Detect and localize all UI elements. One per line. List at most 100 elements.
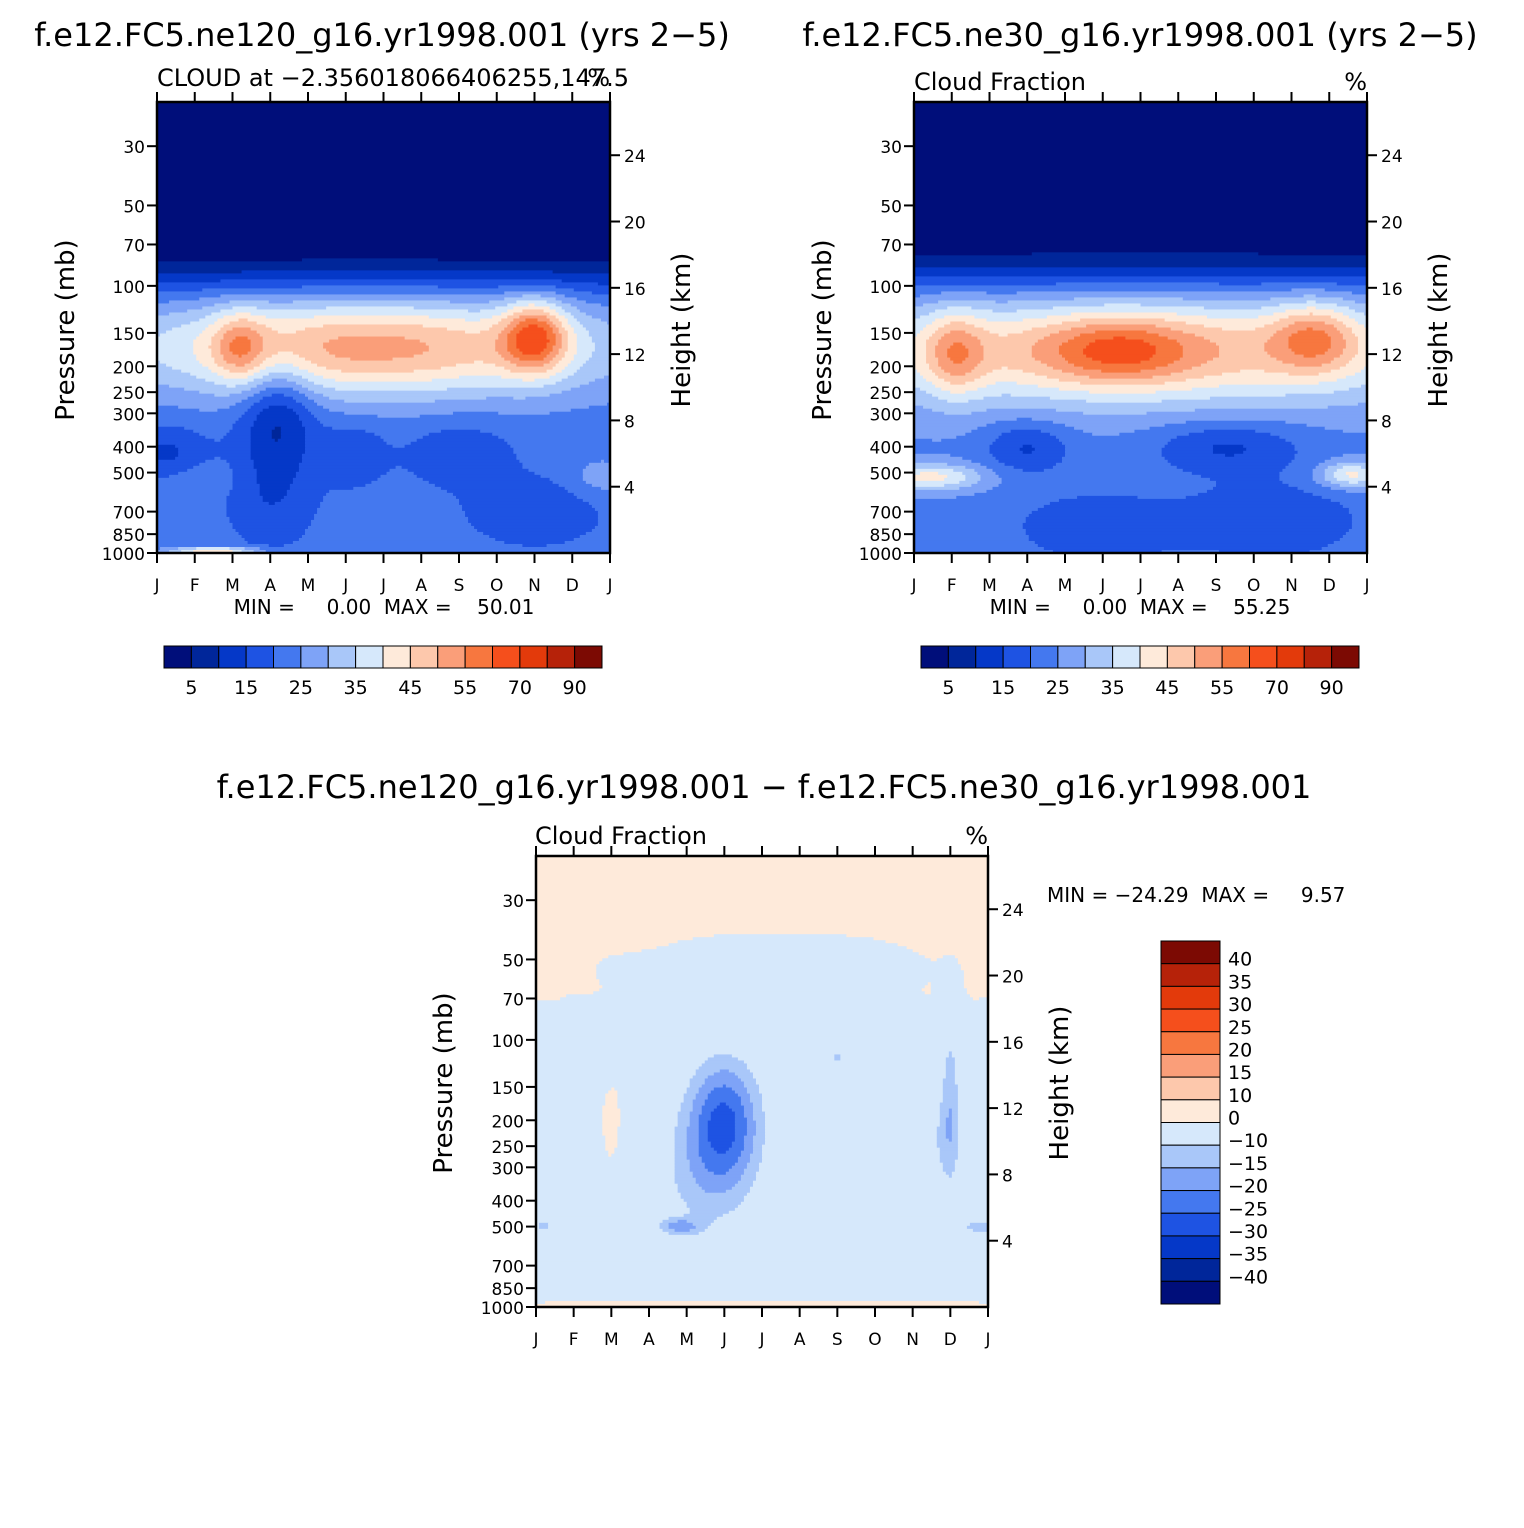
p1-contour-cell: [338, 336, 406, 341]
p3-contour-cell: [948, 1108, 953, 1113]
p1-contour-cell: [516, 300, 548, 305]
p1-contour-cell: [564, 315, 575, 320]
p1-contour-cell: [298, 366, 327, 371]
p3-contour-cell: [951, 1138, 959, 1143]
p1-contour-cell: [226, 330, 258, 335]
p2-contour-cell: [1351, 330, 1367, 335]
p2-contour-cell: [1270, 297, 1344, 302]
p3-contour-cell: [617, 1090, 688, 1095]
p1-contour-cell: [226, 501, 270, 506]
p3-contour-cell: [698, 1183, 736, 1188]
p3-contour-cell: [686, 1129, 700, 1134]
p1-contour-cell: [597, 510, 610, 515]
p2-contour-cell: [1052, 465, 1178, 470]
p3-contour-cell: [716, 1150, 727, 1155]
p2-contour-cell: [1276, 357, 1335, 362]
p3-colorbar-label: 15: [1228, 1062, 1252, 1084]
p2-contour-cell: [1092, 357, 1151, 362]
p3-contour-cell: [954, 1072, 988, 1077]
p1-contour-cell: [250, 312, 502, 317]
p2-contour-cell: [914, 453, 951, 458]
p1-contour-cell: [594, 378, 610, 383]
p3-contour-cell: [683, 1096, 697, 1101]
p1-contour-cell: [262, 336, 339, 341]
p2-contour-cell: [1083, 348, 1157, 353]
p2-contour-cell: [1216, 342, 1265, 347]
p2-contour-cell: [920, 294, 1305, 299]
p3-colorbar-box: [1160, 1212, 1221, 1237]
p2-contour-cell: [1001, 480, 1217, 485]
p1-contour-cell: [380, 435, 424, 440]
p2-contour-cell: [914, 501, 1051, 506]
p3-contour-cell: [734, 1162, 748, 1167]
p2-contour-cell: [1342, 534, 1367, 539]
p1-contour-cell: [561, 339, 569, 344]
p1-contour-cell: [157, 111, 610, 115]
p1-contour-cell: [157, 438, 215, 443]
p1-contour-cell: [564, 366, 581, 371]
p3-contour-cell: [743, 1114, 754, 1119]
p3-contour-cell: [605, 1138, 618, 1143]
p1-contour-cell: [519, 330, 548, 335]
p2-contour-cell: [1061, 456, 1166, 461]
p1-contour-cell: [576, 333, 590, 338]
p1-contour-cell: [157, 360, 161, 365]
p3-contour-cell: [710, 1111, 736, 1116]
p1-colorbar-box: [218, 645, 247, 669]
p2-contour-cell: [932, 381, 951, 386]
p1-contour-cell: [157, 414, 243, 419]
p2-contour-cell: [938, 300, 997, 305]
p3-contour-cell: [740, 1102, 754, 1107]
p3-contour-cell: [834, 1054, 841, 1059]
p3-contour-cell: [698, 1138, 709, 1143]
p2-contour-cell: [914, 246, 1367, 250]
p1-contour-cell: [513, 306, 551, 311]
p2-contour-cell: [1077, 495, 1139, 500]
p1-contour-cell: [157, 273, 610, 277]
p2-contour-cell: [962, 456, 997, 461]
p1-contour-cell: [157, 519, 231, 524]
p3-contour-cell: [752, 1150, 763, 1155]
p1-contour-cell: [226, 432, 252, 437]
p3-contour-cell: [957, 1147, 988, 1152]
p1-contour-cell: [211, 348, 222, 353]
p3-contour-cell: [762, 1108, 941, 1113]
p3-contour-cell: [966, 1225, 988, 1230]
p2-contour-cell: [914, 360, 927, 365]
p2-contour-cell: [1034, 447, 1066, 452]
p2-contour-cell: [944, 411, 972, 416]
p2-contour-cell: [1074, 297, 1184, 302]
p1-contour-cell: [428, 315, 493, 320]
p1-contour-cell: [271, 432, 282, 437]
p2-contour-cell: [998, 333, 1009, 338]
p2-contour-cell: [1327, 465, 1344, 470]
p1-contour-cell: [256, 468, 300, 473]
p1-contour-cell: [543, 384, 581, 389]
p3-contour-cell: [957, 1135, 988, 1140]
p1-contour-cell: [262, 375, 303, 380]
p2-contour-cell: [1357, 351, 1367, 356]
p1-contour-cell: [437, 258, 610, 262]
p2-contour-cell: [1089, 390, 1157, 395]
p2-contour-cell: [1339, 366, 1365, 371]
p1-contour-cell: [404, 444, 511, 449]
p1-contour-cell: [504, 291, 557, 296]
p2-colorbar-label: 55: [1210, 677, 1234, 699]
p2-contour-cell: [1345, 324, 1365, 329]
p2-contour-cell: [1312, 468, 1326, 473]
p2-contour-cell: [920, 372, 936, 377]
p1-contour-cell: [157, 420, 237, 425]
p2-contour-cell: [914, 363, 930, 368]
p2-contour-cell: [1330, 360, 1350, 365]
p1-contour-cell: [214, 357, 225, 362]
p1-contour-cell: [229, 369, 249, 374]
p1-contour-cell: [546, 369, 563, 374]
p3-height-tick-label: 4: [1002, 1233, 1013, 1253]
p2-contour-cell: [965, 372, 988, 377]
p2-contour-cell: [965, 345, 985, 350]
p1-colorbar-box: [519, 645, 548, 669]
p2-contour-cell: [1357, 402, 1367, 407]
p1-contour-cell: [576, 348, 596, 353]
p3-contour-cell: [701, 1156, 739, 1161]
p1-contour-cell: [274, 426, 282, 431]
